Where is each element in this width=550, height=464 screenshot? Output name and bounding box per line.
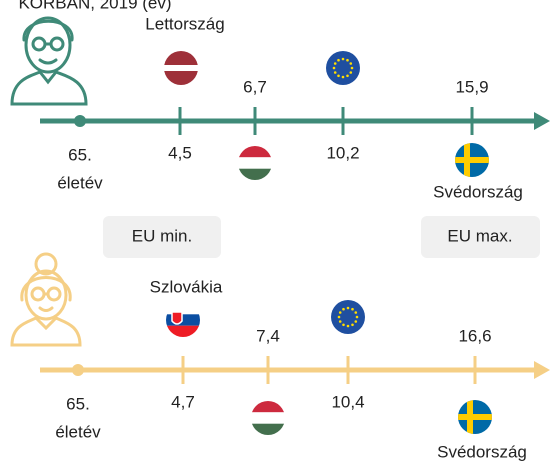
eu-min-box: [103, 216, 221, 258]
star: [341, 75, 345, 79]
cross: [467, 400, 473, 434]
eu-flag: [331, 300, 365, 334]
star: [337, 74, 340, 78]
star: [341, 57, 345, 61]
value-label: 10,2: [326, 143, 359, 162]
min-country: Lettország: [145, 14, 224, 33]
star: [349, 62, 353, 65]
axis-arrow: [534, 112, 550, 130]
star: [342, 307, 345, 311]
star: [338, 311, 342, 314]
eu-max-box: [421, 216, 540, 258]
stripe: [251, 412, 285, 424]
flag-body: [166, 303, 200, 337]
value-label: 4,7: [171, 392, 195, 411]
flag-body: [458, 400, 492, 434]
star: [333, 71, 337, 74]
start-label: 65.: [68, 145, 92, 164]
slovakia-flag: [166, 303, 200, 337]
hungary-flag: [251, 401, 285, 435]
star: [346, 306, 350, 310]
hungary-flag: [238, 146, 272, 180]
start-dot: [74, 115, 86, 127]
stripe: [238, 146, 272, 158]
stripe: [164, 71, 198, 85]
stripe: [251, 423, 285, 435]
eu-max-label: EU max.: [447, 226, 512, 245]
flag-body: [251, 401, 285, 435]
start-label: 65.: [66, 394, 90, 413]
star: [333, 62, 337, 65]
flag-body: [164, 51, 198, 85]
stripe: [238, 157, 272, 169]
start-dot: [72, 364, 84, 376]
axis-arrow: [534, 361, 550, 379]
star: [342, 323, 345, 327]
stripe: [166, 303, 200, 315]
cross: [464, 143, 470, 177]
eu-min-label: EU min.: [132, 226, 192, 245]
stripe: [458, 414, 492, 420]
stripe: [166, 314, 200, 326]
flag-body: [238, 146, 272, 180]
stripe: [238, 168, 272, 180]
star: [354, 320, 358, 323]
max-country: Svédország: [433, 182, 523, 201]
value-label: 7,4: [256, 326, 280, 345]
star: [346, 58, 349, 62]
man-icon: [10, 16, 88, 106]
star: [346, 324, 350, 328]
woman-icon: [10, 252, 82, 347]
value-label: 4,5: [168, 143, 192, 162]
latvia-flag: [164, 51, 198, 85]
stripe: [164, 65, 198, 71]
star: [355, 315, 359, 319]
star: [350, 66, 354, 70]
star: [346, 74, 349, 78]
value-label: 16,6: [458, 326, 491, 345]
star: [337, 58, 340, 62]
flag-body: [326, 51, 360, 85]
stripe: [326, 51, 360, 85]
star: [332, 66, 336, 70]
start-unit: életév: [57, 173, 103, 192]
start-unit: életév: [55, 422, 101, 441]
value-label: 10,4: [331, 392, 364, 411]
max-country: Svédország: [437, 442, 527, 461]
flag-body: [331, 300, 365, 334]
eu-flag: [326, 51, 360, 85]
sweden-flag: [455, 143, 489, 177]
star: [337, 315, 341, 319]
value-label: 15,9: [455, 77, 488, 96]
star: [351, 323, 354, 327]
flag-body: [455, 143, 489, 177]
value-label: 6,7: [243, 77, 267, 96]
header-title: KORBAN, 2019 (év): [18, 0, 171, 12]
min-country: Szlovákia: [150, 277, 223, 296]
stripe: [251, 401, 285, 413]
star: [351, 307, 354, 311]
stripe: [455, 157, 489, 163]
emblem: [171, 311, 183, 325]
star: [354, 311, 358, 314]
stripe: [164, 51, 198, 65]
stripe: [331, 300, 365, 334]
star: [338, 320, 342, 323]
stripe: [166, 325, 200, 337]
star: [349, 71, 353, 74]
sweden-flag: [458, 400, 492, 434]
